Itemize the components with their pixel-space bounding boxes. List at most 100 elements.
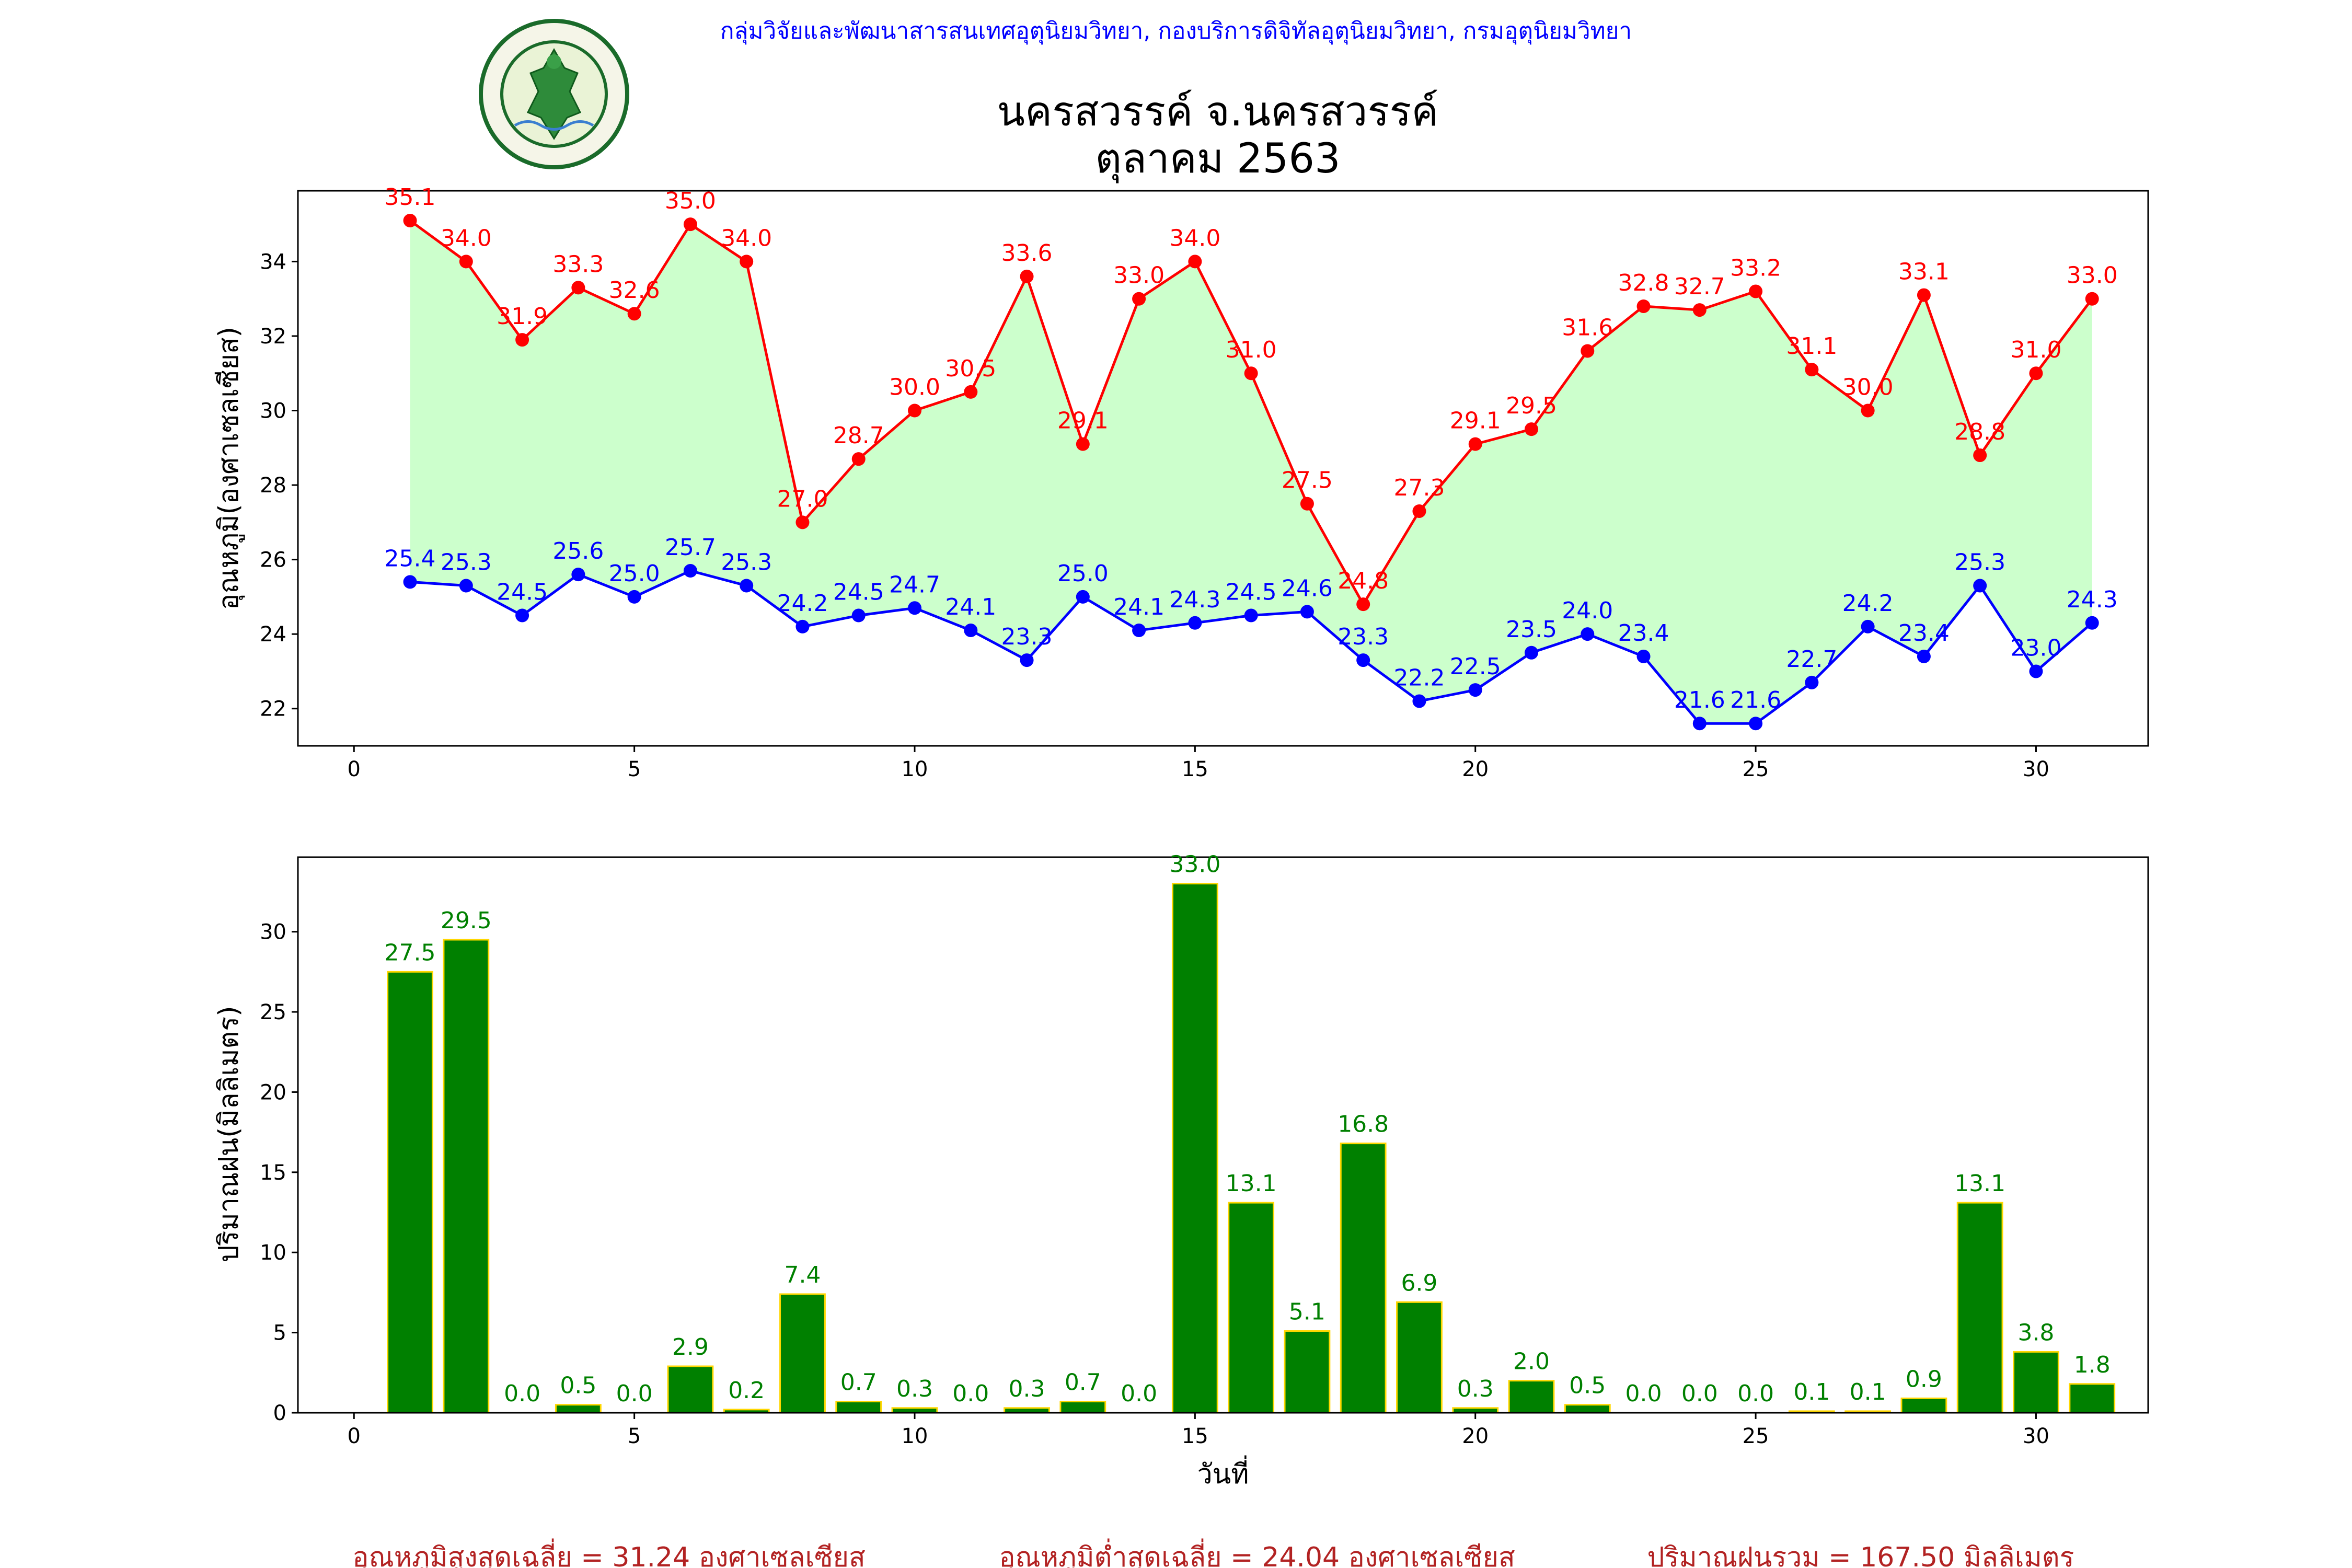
min-temperature-value-label: 25.3 bbox=[441, 549, 492, 576]
min-temperature-point bbox=[571, 568, 585, 582]
min-temperature-value-label: 25.3 bbox=[721, 549, 772, 576]
min-temperature-value-label: 25.7 bbox=[665, 534, 716, 561]
rainfall-value-label: 6.9 bbox=[1401, 1270, 1437, 1296]
rainfall-x-tick-label: 10 bbox=[902, 1424, 928, 1448]
rainfall-x-tick-label: 25 bbox=[1743, 1424, 1769, 1448]
summary-avg-max: อุณหภูมิสูงสุดเฉลี่ย = 31.24 องศาเซลเซีย… bbox=[352, 1538, 866, 1568]
rainfall-value-label: 13.1 bbox=[1226, 1170, 1277, 1197]
min-temperature-value-label: 23.5 bbox=[1506, 616, 1557, 643]
min-temperature-point bbox=[2085, 616, 2099, 630]
min-temperature-point bbox=[1692, 717, 1707, 731]
max-temperature-value-label: 30.5 bbox=[945, 355, 996, 382]
min-temperature-value-label: 24.2 bbox=[777, 590, 828, 617]
min-temperature-value-label: 24.3 bbox=[2067, 586, 2118, 613]
max-temperature-value-label: 33.0 bbox=[1113, 262, 1165, 289]
rainfall-labels: 27.529.5 0.0 0.5 0.0 2.9 0.2 7.4 0.7 0.3 0.0 0.3 0.… bbox=[385, 851, 2111, 1407]
rainfall-value-label: 27.5 bbox=[385, 939, 436, 966]
min-temperature-point bbox=[795, 619, 810, 633]
rainfall-value-label: 0.0 bbox=[1737, 1380, 1774, 1407]
max-temperature-value-label: 30.0 bbox=[889, 374, 940, 401]
rainfall-bar bbox=[779, 1293, 826, 1414]
rainfall-bar bbox=[835, 1401, 882, 1414]
min-temperature-point bbox=[1132, 624, 1146, 638]
min-temperature-value-label: 24.5 bbox=[1226, 579, 1277, 606]
min-temperature-value-label: 23.3 bbox=[1338, 624, 1389, 650]
max-temperature-point bbox=[1468, 437, 1482, 451]
max-temperature-value-label: 27.0 bbox=[777, 486, 828, 512]
rainfall-x-tick-label: 20 bbox=[1462, 1424, 1489, 1448]
max-temperature-point bbox=[1412, 504, 1426, 518]
max-temperature-value-label: 29.5 bbox=[1506, 393, 1557, 419]
temperature-y-tick-label: 24 bbox=[260, 622, 286, 647]
max-temperature-value-label: 32.6 bbox=[609, 277, 660, 304]
max-temperature-value-label: 34.0 bbox=[1169, 225, 1220, 251]
rainfall-y-tick-label: 30 bbox=[260, 920, 286, 944]
min-temperature-value-label: 24.1 bbox=[1113, 594, 1165, 620]
max-temperature-value-label: 34.0 bbox=[721, 225, 772, 251]
rainfall-value-label: 0.0 bbox=[952, 1380, 989, 1407]
min-temperature-point bbox=[683, 564, 697, 578]
rainfall-bar bbox=[1284, 1330, 1331, 1414]
min-temperature-point bbox=[851, 608, 866, 622]
temperature-axes: 0 5 10 15 20 25 30 22 24 26 28 30 32 34 bbox=[260, 250, 2049, 781]
rainfall-value-label: 0.0 bbox=[1681, 1380, 1718, 1407]
rainfall-x-axis-label: วันที่ bbox=[1197, 1455, 1249, 1490]
rainfall-value-label: 0.9 bbox=[1906, 1366, 1942, 1392]
rainfall-value-label: 0.5 bbox=[1569, 1373, 1606, 1399]
max-temperature-value-label: 35.1 bbox=[385, 184, 436, 211]
temperature-plot-frame bbox=[297, 190, 2149, 747]
max-temperature-point bbox=[2029, 366, 2043, 381]
max-temperature-value-label: 33.0 bbox=[2067, 262, 2118, 289]
rainfall-value-label: 33.0 bbox=[1169, 851, 1220, 878]
temperature-x-tick-label: 10 bbox=[902, 757, 928, 781]
min-temperature-value-label: 25.0 bbox=[1057, 560, 1109, 587]
rainfall-value-label: 0.3 bbox=[896, 1376, 933, 1402]
rainfall-y-tick-label: 20 bbox=[260, 1080, 286, 1104]
max-temperature-point bbox=[1692, 303, 1707, 317]
temperature-x-tick-label: 0 bbox=[348, 757, 361, 781]
rainfall-value-label: 0.0 bbox=[1625, 1380, 1662, 1407]
max-temperature-point bbox=[403, 214, 417, 228]
rainfall-value-label: 5.1 bbox=[1289, 1299, 1325, 1325]
min-temperature-value-label: 24.3 bbox=[1169, 586, 1220, 613]
rainfall-bar bbox=[1340, 1143, 1387, 1414]
max-temperature-point bbox=[627, 307, 641, 321]
max-temperature-point bbox=[459, 255, 473, 269]
max-temperature-point bbox=[1805, 363, 1819, 377]
max-temperature-value-label: 31.6 bbox=[1562, 314, 1613, 341]
temperature-y-tick-label: 30 bbox=[260, 399, 286, 423]
max-temperature-point bbox=[795, 515, 810, 529]
rainfall-y-tick-label: 5 bbox=[273, 1321, 286, 1345]
max-temperature-point bbox=[1636, 299, 1651, 313]
max-temperature-value-label: 29.1 bbox=[1450, 408, 1501, 434]
org-line: กลุ่มวิจัยและพัฒนาสารสนเทศอุตุนิยมวิทยา,… bbox=[720, 18, 1632, 45]
min-temperature-value-label: 21.6 bbox=[1730, 687, 1781, 713]
rainfall-x-tick-label: 30 bbox=[2023, 1424, 2049, 1448]
min-temperature-value-label: 24.1 bbox=[945, 594, 996, 620]
max-temperature-point bbox=[851, 452, 866, 466]
temperature-points bbox=[403, 214, 2099, 731]
max-temperature-value-label: 31.0 bbox=[1226, 337, 1277, 363]
temperature-x-tick-label: 30 bbox=[2023, 757, 2049, 781]
rainfall-bar bbox=[1396, 1301, 1443, 1414]
temperature-fill-area bbox=[410, 221, 2092, 724]
rainfall-y-tick-label: 0 bbox=[273, 1401, 286, 1425]
max-temperature-value-label: 32.7 bbox=[1674, 273, 1725, 300]
rainfall-bar bbox=[1059, 1401, 1106, 1414]
logo-deity-head bbox=[547, 54, 561, 69]
rainfall-value-label: 0.7 bbox=[840, 1369, 877, 1396]
rainfall-value-label: 13.1 bbox=[1954, 1170, 2005, 1197]
temperature-y-tick-label: 34 bbox=[260, 250, 286, 274]
min-temperature-value-label: 25.3 bbox=[1954, 549, 2005, 576]
rainfall-y-tick-label: 15 bbox=[260, 1161, 286, 1185]
min-temperature-value-label: 23.0 bbox=[2010, 635, 2061, 661]
temperature-y-tick-label: 22 bbox=[260, 697, 286, 721]
max-temperature-point bbox=[1132, 292, 1146, 306]
min-temperature-point bbox=[1636, 649, 1651, 663]
min-temperature-point bbox=[627, 590, 641, 604]
temperature-y-tick-label: 26 bbox=[260, 548, 286, 572]
min-temperature-value-label: 25.0 bbox=[609, 560, 660, 587]
min-temperature-value-label: 21.6 bbox=[1674, 687, 1725, 713]
